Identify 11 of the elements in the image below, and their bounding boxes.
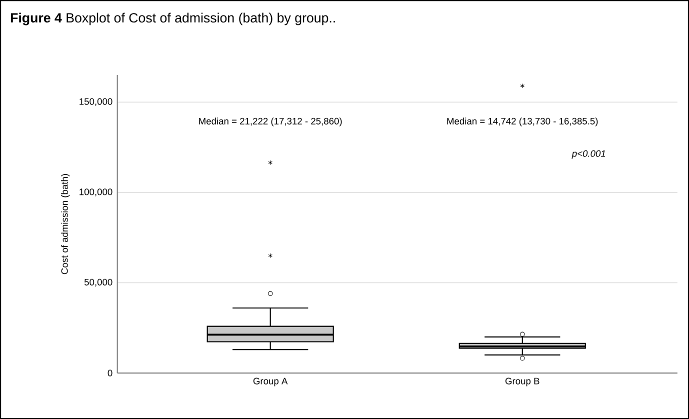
chart-title: Figure 4 Boxplot of Cost of admission (bath) by group..: [10, 12, 335, 26]
annotation: Median = 21,222 (17,312 - 25,860): [199, 118, 342, 126]
annotation: p<0.001: [572, 150, 606, 159]
annotation: Median = 14,742 (13,730 - 16,385.5): [447, 118, 598, 126]
y-tick-label: 150,000: [80, 98, 112, 106]
y-axis-title: Cost of admission (bath): [61, 174, 70, 274]
y-tick-label: 0: [108, 370, 112, 376]
x-tick-label: Group B: [505, 378, 540, 386]
y-tick-label: 50,000: [84, 278, 112, 287]
y-tick-label: 100,000: [80, 188, 112, 196]
x-tick-label: Group A: [253, 378, 288, 386]
